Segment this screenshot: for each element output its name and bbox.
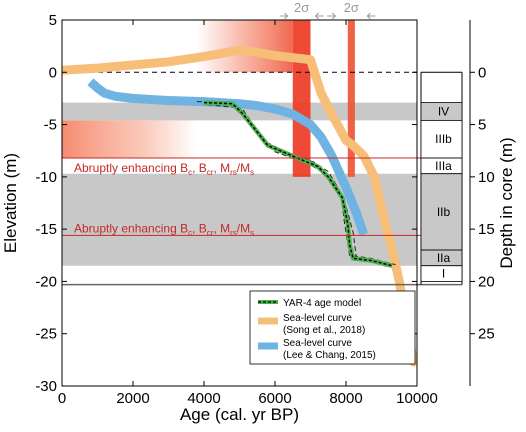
y-tick-label: 5 bbox=[49, 12, 57, 29]
depth-axis-title: Depth in core (m) bbox=[497, 137, 516, 268]
x-tick-label: 0 bbox=[58, 390, 66, 407]
plot-frame bbox=[61, 19, 418, 387]
sigma-label: 2σ bbox=[294, 0, 309, 15]
y-tick-label: -25 bbox=[35, 326, 57, 343]
y-tick-label: -20 bbox=[35, 273, 57, 290]
legend-lee-ref: (Lee & Chang, 2015) bbox=[283, 350, 376, 361]
sigma-label: 2σ bbox=[344, 0, 359, 15]
zone-label: IIIa bbox=[435, 159, 452, 173]
y-tick-label: -5 bbox=[44, 117, 57, 134]
zone-label: IIa bbox=[437, 251, 451, 265]
x-tick-label: 10000 bbox=[396, 390, 438, 407]
depth-tick-label: 0 bbox=[478, 64, 486, 81]
series-yar-dash bbox=[203, 101, 393, 267]
sigma-arrow-right bbox=[366, 12, 376, 20]
gray-band bbox=[62, 173, 417, 266]
zone-label: IV bbox=[438, 105, 449, 119]
x-tick-label: 2000 bbox=[116, 390, 149, 407]
zone-label: I bbox=[442, 267, 445, 281]
y-axis-title: Elevation (m) bbox=[1, 153, 20, 253]
zone-box bbox=[420, 173, 463, 251]
series-lee-line bbox=[87, 78, 369, 236]
event-label: Abruptly enhancing Bc, Bcr, Mrs/Ms bbox=[74, 161, 254, 177]
x-axis-title: Age (cal. yr BP) bbox=[180, 405, 299, 424]
legend-yar-label: YAR-4 age model bbox=[283, 298, 361, 309]
y-tick-label: -30 bbox=[35, 378, 57, 395]
depth-tick-label: 5 bbox=[478, 117, 486, 134]
y-tick-label: -15 bbox=[35, 221, 57, 238]
zone-label: IIIb bbox=[435, 132, 452, 146]
sigma-bar bbox=[292, 20, 311, 177]
depth-tick-label: 10 bbox=[478, 169, 495, 186]
depth-tick-label: 25 bbox=[478, 326, 495, 343]
legend-lee-label: Sea-level curve bbox=[283, 338, 352, 349]
y-tick-label: 0 bbox=[49, 64, 57, 81]
legend-song-label: Sea-level curve bbox=[283, 313, 352, 324]
zone-box bbox=[420, 265, 463, 282]
zone-box bbox=[420, 119, 463, 159]
sigma-arrow-left bbox=[279, 12, 289, 20]
event-label: Abruptly enhancing Bc, Bcr, Mrs/Ms bbox=[74, 221, 254, 237]
sigma-arrow-left bbox=[327, 12, 337, 20]
legend-song-ref: (Song et al., 2018) bbox=[283, 325, 365, 336]
zone-label: IIb bbox=[437, 205, 451, 219]
series-song-line bbox=[62, 45, 417, 367]
x-tick-label: 4000 bbox=[187, 390, 220, 407]
red-gradient-band bbox=[196, 20, 293, 73]
sigma-arrow-right bbox=[314, 12, 324, 20]
sigma-bar bbox=[347, 20, 355, 177]
x-tick-label: 6000 bbox=[258, 390, 291, 407]
depth-tick-label: 15 bbox=[478, 221, 495, 238]
y-tick-label: -10 bbox=[35, 169, 57, 186]
red-gradient-band bbox=[62, 120, 197, 159]
x-tick-label: 8000 bbox=[329, 390, 362, 407]
depth-tick-label: 20 bbox=[478, 273, 495, 290]
